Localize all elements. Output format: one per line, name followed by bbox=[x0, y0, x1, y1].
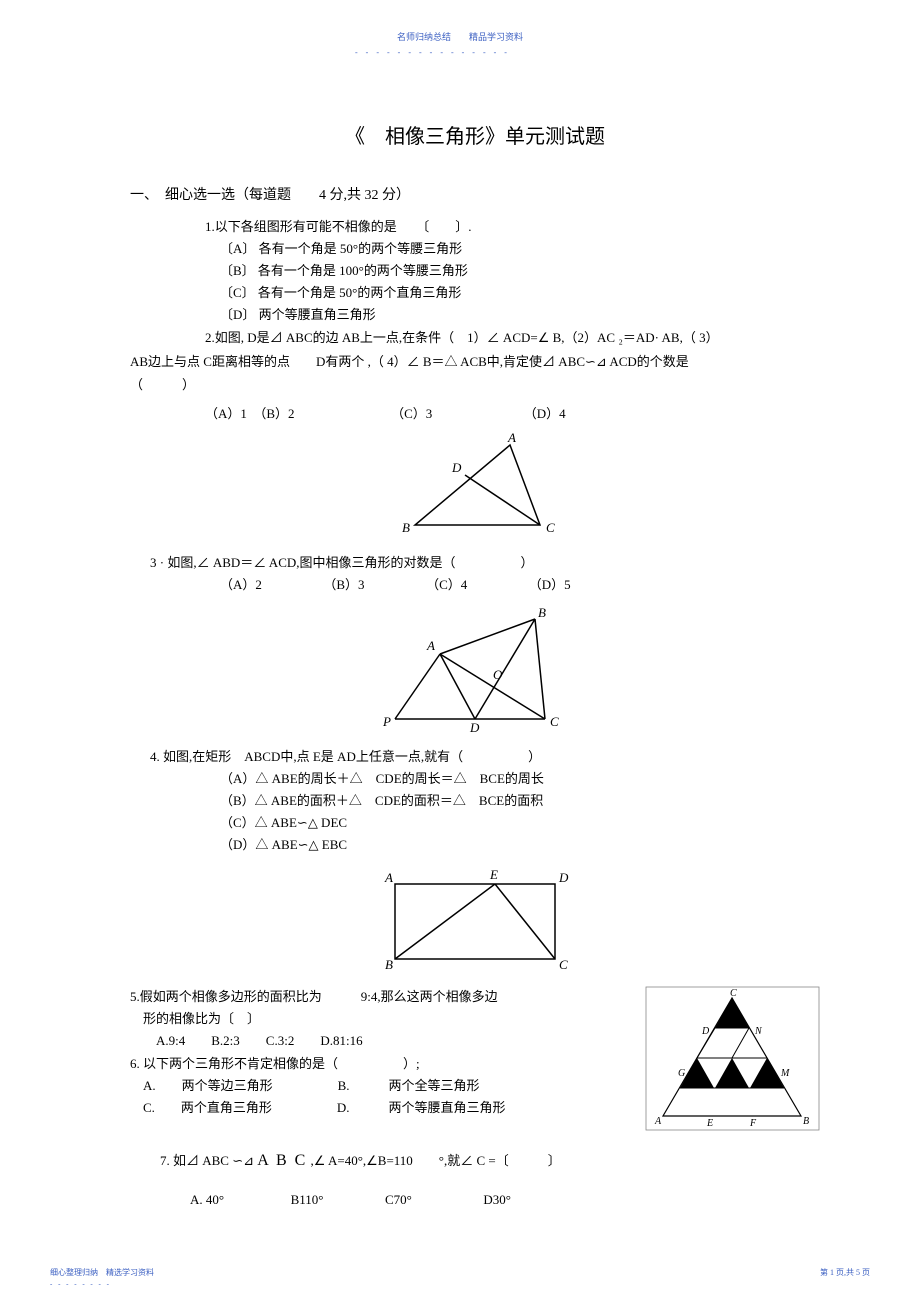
q3-optD: （D）5 bbox=[529, 577, 571, 592]
fig3-label-A: A bbox=[384, 870, 393, 885]
q3-stem: 3 · 如图,∠ ABD＝∠ ACD,图中相像三角形的对数是（ ） bbox=[150, 552, 820, 574]
fig4-label-D: D bbox=[701, 1026, 710, 1037]
q2-optD: （D）4 bbox=[524, 403, 566, 422]
footer-left-dash: - - - - - - - - bbox=[50, 1280, 111, 1288]
q7-stem: 7. 如⊿ ABC ∽⊿ A B C ,∠ A=40°,∠B=110 °,就∠ … bbox=[160, 1143, 820, 1178]
q5-line1: 5.假如两个相像多边形的面积比为 9:4,那么这两个相像多边 bbox=[130, 986, 645, 1008]
q7-optB: B110° bbox=[291, 1192, 324, 1207]
q5-opts: A.9:4 B.2:3 C.3:2 D.81:16 bbox=[130, 1030, 645, 1052]
fig4-label-G: G bbox=[678, 1068, 685, 1079]
header-dashes: - - - - - - - - - - - - - - - bbox=[355, 48, 510, 57]
q7-stem-post: ,∠ A=40°,∠B=110 °,就∠ C =〔 〕 bbox=[307, 1153, 560, 1168]
fig4-label-C: C bbox=[730, 988, 737, 999]
q7-optD: D30° bbox=[483, 1192, 511, 1207]
q7-optC: C70° bbox=[385, 1192, 412, 1207]
header-label: 名师归纳总结 精品学习资料 bbox=[0, 30, 920, 43]
q4-optD: （D）△ ABE∽△ EBC bbox=[220, 834, 820, 856]
q7-stem-big: A B C bbox=[257, 1152, 307, 1169]
q3-options: （A）2 （B）3 （C）4 （D）5 bbox=[220, 574, 820, 596]
q4-stem: 4. 如图,在矩形 ABCD中,点 E是 AD上任意一点,就有（ ） bbox=[150, 746, 820, 768]
q1-optD: 〔D〕 两个等腰直角三角形 bbox=[220, 304, 820, 326]
q1-optB: 〔B〕 各有一个角是 100°的两个等腰三角形 bbox=[220, 260, 820, 282]
figure-4-svg: C A B D N G M E F bbox=[645, 986, 820, 1131]
fig3-label-D: D bbox=[558, 870, 569, 885]
footer-right: 第 1 页,共 5 页 bbox=[820, 1267, 870, 1278]
fig3-label-B: B bbox=[385, 957, 393, 972]
q4-optB: （B）△ ABE的面积＋△ CDE的面积＝△ BCE的面积 bbox=[220, 790, 820, 812]
q1-optC: 〔C〕 各有一个角是 50°的两个直角三角形 bbox=[220, 282, 820, 304]
q7-stem-pre: 7. 如⊿ ABC ∽⊿ bbox=[160, 1153, 257, 1168]
q2-line1: 2.如图, D是⊿ ABC的边 AB上一点,在条件（ 1）∠ ACD=∠ B,（… bbox=[205, 326, 820, 349]
fig4-label-M: M bbox=[780, 1068, 790, 1079]
page-content: 《 相像三角形》单元测试题 一、 细心选一选（每道题 4 分,共 32 分） 1… bbox=[130, 120, 820, 1215]
q1-stem: 1.以下各组图形有可能不相像的是 〔 〕. bbox=[205, 216, 820, 238]
fig2-label-C: C bbox=[550, 714, 559, 729]
section-heading: 一、 细心选一选（每道题 4 分,共 32 分） bbox=[130, 184, 820, 204]
q7-optA: A. 40° bbox=[190, 1192, 224, 1207]
fig2-label-A: A bbox=[426, 638, 435, 653]
fig1-label-C: C bbox=[546, 520, 555, 535]
fig1-label-A: A bbox=[507, 430, 516, 445]
q5-line2: 形的相像比为〔 〕 bbox=[130, 1008, 645, 1030]
figure-3: A B C D E bbox=[130, 864, 820, 978]
figure-3-svg: A B C D E bbox=[355, 864, 595, 974]
fig4-label-A: A bbox=[654, 1116, 662, 1127]
q3-optB: （B）3 bbox=[323, 577, 364, 592]
fig3-label-E: E bbox=[489, 867, 498, 882]
q1-optA: 〔A〕 各有一个角是 50°的两个等腰三角形 bbox=[220, 238, 820, 260]
fig1-label-D: D bbox=[451, 460, 462, 475]
figure-2-svg: A B C D P O bbox=[365, 604, 585, 734]
fig4-label-F: F bbox=[749, 1118, 757, 1129]
page-title: 《 相像三角形》单元测试题 bbox=[130, 120, 820, 149]
q7-options: A. 40° B110° C70° D30° bbox=[190, 1186, 820, 1215]
q2-optA: （A）1 bbox=[205, 403, 247, 422]
fig1-label-B: B bbox=[402, 520, 410, 535]
q3-optC: （C）4 bbox=[426, 577, 467, 592]
q4-optC: （C）△ ABE∽△ DEC bbox=[220, 812, 820, 834]
fig2-label-P: P bbox=[382, 714, 391, 729]
fig2-label-D: D bbox=[469, 720, 480, 734]
fig4-label-B: B bbox=[803, 1116, 809, 1127]
fig4-label-N: N bbox=[754, 1026, 763, 1037]
q2-optB: （B）2 bbox=[253, 403, 294, 422]
q2-line2: AB边上与点 C距离相等的点 D有两个 ,（ 4）∠ B＝△ ACB中,肯定使⊿… bbox=[130, 350, 820, 373]
figure-1-svg: A B C D bbox=[360, 430, 590, 540]
q5-q6-block: 5.假如两个相像多边形的面积比为 9:4,那么这两个相像多边 形的相像比为〔 〕… bbox=[130, 986, 820, 1135]
figure-1: A B C D bbox=[130, 430, 820, 544]
q2-optC: （C）3 bbox=[391, 403, 432, 422]
figure-4: C A B D N G M E F bbox=[645, 986, 820, 1135]
fig2-label-O: O bbox=[493, 667, 503, 682]
q2-line3: （ ） bbox=[130, 373, 820, 396]
q6-rowA: A. 两个等边三角形 B. 两个全等三角形 bbox=[130, 1075, 645, 1097]
footer-left: 细心整理归纳 精选学习资料 bbox=[50, 1267, 154, 1278]
q3-optA: （A）2 bbox=[220, 577, 262, 592]
fig3-label-C: C bbox=[559, 957, 568, 972]
q2-options: （A）1 （B）2 （C）3 （D）4 bbox=[205, 403, 820, 422]
q4-optA: （A）△ ABE的周长＋△ CDE的周长＝△ BCE的周长 bbox=[220, 768, 820, 790]
fig2-label-B: B bbox=[538, 605, 546, 620]
fig4-label-E: E bbox=[706, 1118, 713, 1129]
q6-rowB: C. 两个直角三角形 D. 两个等腰直角三角形 bbox=[130, 1097, 645, 1119]
q6-stem: 6. 以下两个三角形不肯定相像的是（ ）; bbox=[130, 1053, 645, 1075]
figure-2: A B C D P O bbox=[130, 604, 820, 738]
